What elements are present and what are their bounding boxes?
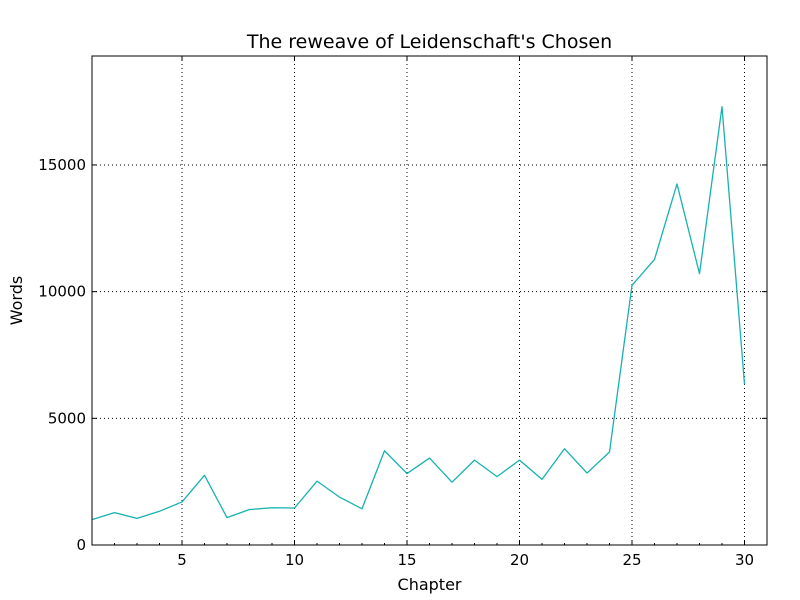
x-tick-label: 30: [735, 551, 754, 569]
x-tick-label: 25: [622, 551, 641, 569]
series-layer: [91, 106, 746, 521]
x-tick-label: 20: [510, 551, 529, 569]
grid-layer: [92, 56, 767, 545]
y-axis-label: Words: [7, 276, 26, 325]
chart-title: The reweave of Leidenschaft's Chosen: [246, 31, 612, 53]
plot-area-frame: [91, 55, 768, 546]
series-line: [91, 106, 746, 521]
ticks-layer: 5 10 15 20 25 30 0 5000 10000 15000: [38, 56, 768, 569]
x-tick-label: 10: [285, 551, 304, 569]
y-tick-label: 15000: [38, 156, 86, 174]
x-tick-label: 15: [397, 551, 416, 569]
y-tick-label: 0: [76, 536, 86, 554]
y-tick-label: 10000: [38, 283, 86, 301]
y-tick-label: 5000: [48, 409, 86, 427]
x-tick-label: 5: [177, 551, 187, 569]
x-axis-label: Chapter: [398, 575, 462, 594]
